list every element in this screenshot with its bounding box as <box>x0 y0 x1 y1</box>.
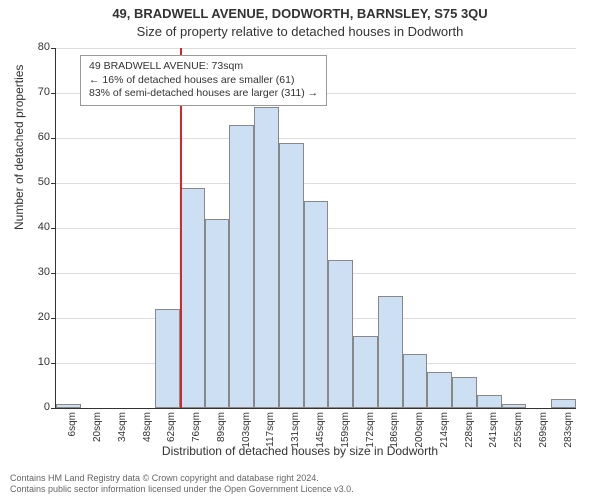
x-tick-label: 20sqm <box>92 412 103 452</box>
annotation-line3: 83% of semi-detached houses are larger (… <box>89 87 318 101</box>
x-tick-label: 214sqm <box>439 412 450 452</box>
x-tick-label: 200sqm <box>414 412 425 452</box>
gridline <box>56 183 576 184</box>
histogram-bar <box>155 309 180 408</box>
x-tick-label: 103sqm <box>241 412 252 452</box>
x-tick-label: 145sqm <box>315 412 326 452</box>
y-tick-label: 30 <box>10 266 50 278</box>
x-tick-label: 241sqm <box>488 412 499 452</box>
gridline <box>56 48 576 49</box>
y-tick-label: 80 <box>10 41 50 53</box>
y-tick-label: 0 <box>10 401 50 413</box>
annotation-line2: ← 16% of detached houses are smaller (61… <box>89 74 318 88</box>
y-tick-label: 60 <box>10 131 50 143</box>
histogram-bar <box>304 201 329 408</box>
histogram-bar <box>551 399 576 408</box>
histogram-bar <box>403 354 428 408</box>
x-tick-label: 131sqm <box>290 412 301 452</box>
y-tick-label: 70 <box>10 86 50 98</box>
histogram-bar <box>328 260 353 409</box>
x-tick-label: 89sqm <box>216 412 227 452</box>
histogram-bar <box>180 188 205 409</box>
histogram-bar <box>378 296 403 409</box>
footer-line1: Contains HM Land Registry data © Crown c… <box>10 473 590 485</box>
chart-title-desc: Size of property relative to detached ho… <box>0 24 600 39</box>
x-tick-label: 172sqm <box>365 412 376 452</box>
y-tick-label: 50 <box>10 176 50 188</box>
x-tick-label: 186sqm <box>389 412 400 452</box>
histogram-bar <box>254 107 279 409</box>
histogram-bar <box>353 336 378 408</box>
property-size-histogram: 49, BRADWELL AVENUE, DODWORTH, BARNSLEY,… <box>0 0 600 500</box>
chart-footer: Contains HM Land Registry data © Crown c… <box>10 473 590 496</box>
histogram-bar <box>427 372 452 408</box>
x-tick-label: 48sqm <box>142 412 153 452</box>
x-tick-label: 283sqm <box>563 412 574 452</box>
x-tick-label: 6sqm <box>67 412 78 452</box>
histogram-bar <box>502 404 527 409</box>
annotation-box: 49 BRADWELL AVENUE: 73sqm ← 16% of detac… <box>80 55 327 106</box>
histogram-bar <box>56 404 81 409</box>
x-tick-label: 159sqm <box>340 412 351 452</box>
x-tick-label: 255sqm <box>513 412 524 452</box>
histogram-bar <box>205 219 230 408</box>
x-tick-label: 228sqm <box>464 412 475 452</box>
x-tick-label: 62sqm <box>166 412 177 452</box>
x-tick-label: 117sqm <box>265 412 276 452</box>
annotation-line1: 49 BRADWELL AVENUE: 73sqm <box>89 60 318 74</box>
x-tick-label: 76sqm <box>191 412 202 452</box>
y-tick-label: 40 <box>10 221 50 233</box>
footer-line2: Contains public sector information licen… <box>10 484 590 496</box>
chart-title-address: 49, BRADWELL AVENUE, DODWORTH, BARNSLEY,… <box>0 6 600 21</box>
x-tick-label: 34sqm <box>117 412 128 452</box>
x-tick-label: 269sqm <box>538 412 549 452</box>
histogram-bar <box>279 143 304 409</box>
histogram-bar <box>229 125 254 409</box>
y-tick-label: 10 <box>10 356 50 368</box>
y-tick-label: 20 <box>10 311 50 323</box>
histogram-bar <box>477 395 502 409</box>
histogram-bar <box>452 377 477 409</box>
gridline <box>56 138 576 139</box>
